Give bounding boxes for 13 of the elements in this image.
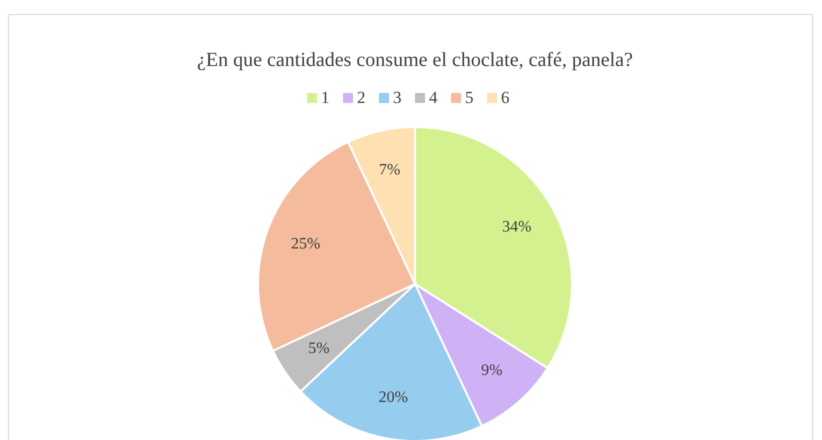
data-label: 7%: [378, 161, 400, 178]
legend-label: 3: [393, 88, 402, 107]
legend-label: 4: [429, 88, 438, 107]
legend-label: 1: [321, 88, 330, 107]
data-label: 25%: [291, 235, 320, 252]
data-label: 34%: [502, 218, 532, 236]
legend-label: 6: [501, 88, 510, 107]
legend-label: 5: [465, 88, 474, 107]
data-label: 9%: [481, 362, 502, 379]
data-label: 20%: [378, 388, 408, 406]
data-label: 5%: [308, 340, 330, 357]
legend-label: 2: [357, 88, 366, 107]
chart-title: ¿En que cantidades consume el choclate, café, panela?: [197, 49, 634, 71]
